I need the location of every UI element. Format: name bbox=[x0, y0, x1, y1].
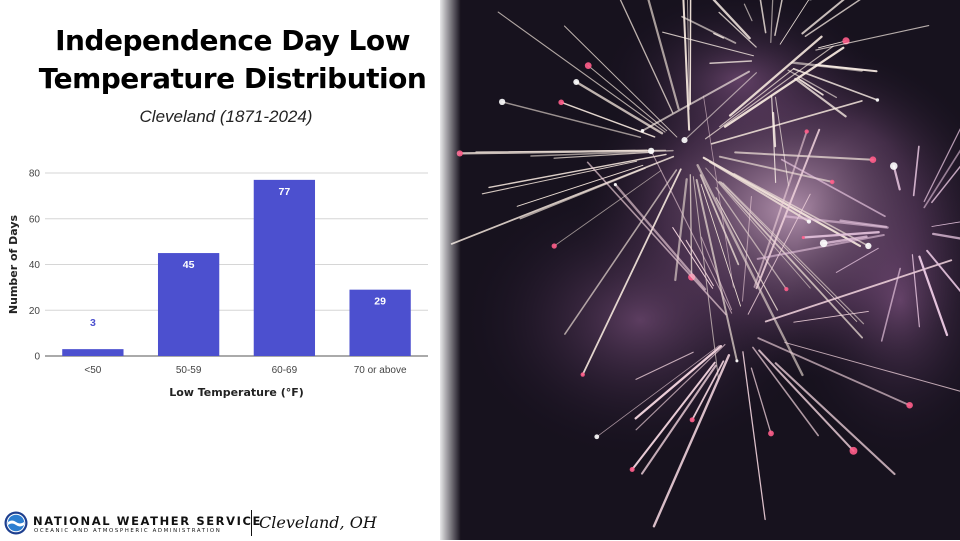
title-line-2: Temperature Distribution bbox=[0, 60, 465, 98]
data-label: 3 bbox=[90, 317, 96, 329]
y-axis-label: Number of Days bbox=[7, 214, 20, 314]
x-axis-label: Low Temperature (°F) bbox=[169, 386, 304, 399]
x-tick-label: 50-59 bbox=[176, 365, 202, 376]
x-tick-label: <50 bbox=[84, 365, 101, 376]
footer-divider bbox=[251, 510, 252, 536]
data-label: 29 bbox=[374, 296, 386, 308]
data-label: 45 bbox=[183, 259, 195, 271]
footer: NATIONAL WEATHER SERVICE OCEANIC AND ATM… bbox=[0, 505, 460, 541]
bar-<50 bbox=[62, 349, 123, 356]
left-panel: Independence Day Low Temperature Distrib… bbox=[0, 0, 460, 540]
agency-subtitle: OCEANIC AND ATMOSPHERIC ADMINISTRATION bbox=[34, 528, 221, 534]
y-tick-label: 40 bbox=[29, 260, 41, 271]
bar-60-69 bbox=[254, 180, 315, 356]
fireworks-image bbox=[440, 0, 960, 540]
title-line-1: Independence Day Low bbox=[0, 22, 465, 60]
nws-logo-icon bbox=[4, 511, 28, 535]
temperature-bar-chart: 0 20 40 60 80 3 <50 45 50-59 77 60-69 29 70 or above… bbox=[0, 160, 440, 410]
data-label: 77 bbox=[279, 186, 291, 198]
y-tick-label: 20 bbox=[29, 306, 41, 317]
slide-subtitle: Cleveland (1871-2024) bbox=[0, 107, 452, 127]
x-tick-label: 70 or above bbox=[354, 365, 407, 376]
y-tick-label: 60 bbox=[29, 214, 41, 225]
office-name: Cleveland, OH bbox=[259, 513, 377, 532]
fireworks-photo bbox=[440, 0, 960, 540]
x-tick-label: 60-69 bbox=[272, 365, 298, 376]
slide-title: Independence Day Low Temperature Distrib… bbox=[0, 22, 465, 98]
y-tick-label: 80 bbox=[29, 169, 41, 180]
agency-name: NATIONAL WEATHER SERVICE bbox=[33, 514, 262, 528]
y-tick-label: 0 bbox=[34, 352, 40, 363]
